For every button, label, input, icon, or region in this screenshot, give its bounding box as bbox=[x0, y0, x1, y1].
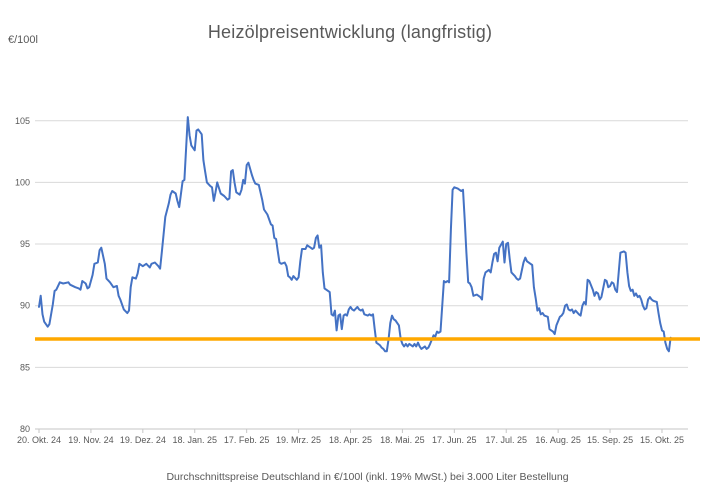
y-tick-label: 105 bbox=[15, 116, 30, 126]
x-tick-label: 19. Nov. 24 bbox=[68, 435, 113, 445]
x-tick-label: 19. Dez. 24 bbox=[120, 435, 166, 445]
y-tick-label: 80 bbox=[20, 424, 30, 434]
x-tick-label: 18. Jan. 25 bbox=[172, 435, 217, 445]
chart-caption: Durchschnittspreise Deutschland in €/100… bbox=[166, 471, 569, 483]
y-tick-label: 100 bbox=[15, 177, 30, 187]
x-tick-label: 18. Apr. 25 bbox=[329, 435, 372, 445]
x-tick-label: 15. Okt. 25 bbox=[640, 435, 684, 445]
y-tick-label: 95 bbox=[20, 239, 30, 249]
y-tick-label: 85 bbox=[20, 362, 30, 372]
price-polyline bbox=[38, 116, 672, 353]
x-tick-label: 17. Jun. 25 bbox=[432, 435, 477, 445]
x-tick-label: 20. Okt. 24 bbox=[17, 435, 61, 445]
chart-title: Heizölpreisentwicklung (langfristig) bbox=[207, 22, 493, 42]
x-tick-label: 18. Mai. 25 bbox=[380, 435, 425, 445]
y-axis-unit-label: €/100l bbox=[8, 34, 38, 46]
price-series-line bbox=[38, 116, 672, 353]
x-tick-label: 19. Mrz. 25 bbox=[276, 435, 321, 445]
x-axis bbox=[35, 428, 688, 433]
x-tick-label: 16. Aug. 25 bbox=[535, 435, 581, 445]
x-tick-label: 17. Feb. 25 bbox=[224, 435, 270, 445]
gridlines bbox=[35, 120, 688, 368]
axis-tick-labels: 80 85 90 95 100 105 20. Okt. 24 19. Nov. 24 19. … bbox=[15, 116, 684, 445]
y-tick-label: 90 bbox=[20, 301, 30, 311]
x-tick-label: 17. Jul. 25 bbox=[485, 435, 527, 445]
x-tick-label: 15. Sep. 25 bbox=[587, 435, 633, 445]
